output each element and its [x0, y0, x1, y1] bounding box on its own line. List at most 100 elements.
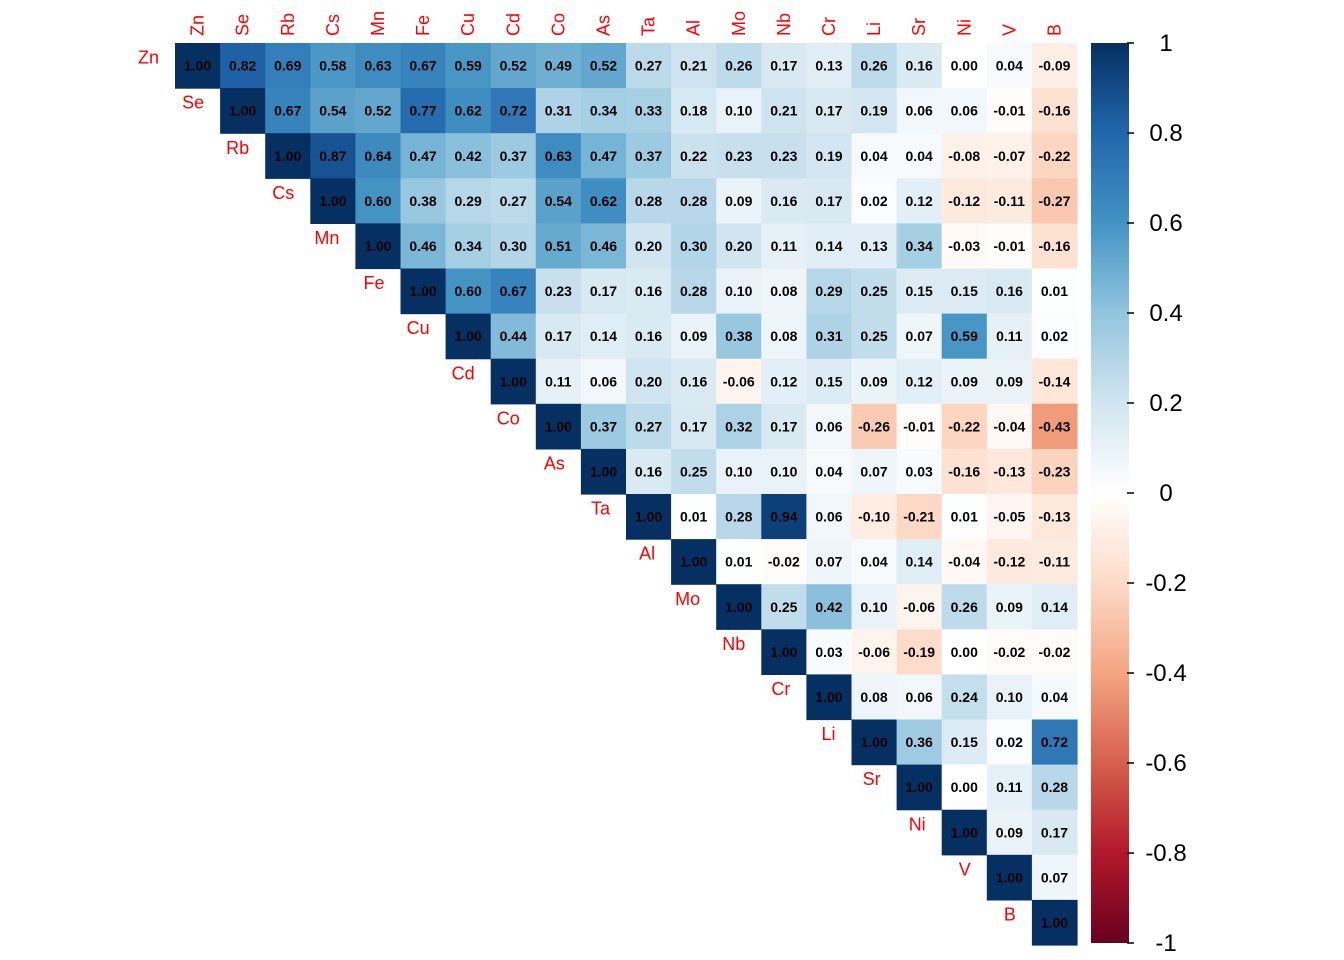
cell-value-Co-Ni: -0.22	[948, 418, 980, 434]
row-label-V: V	[959, 859, 971, 879]
column-label-B: B	[1044, 24, 1064, 36]
cell-Sr-Sr	[896, 764, 943, 811]
cell-Zn-Mo	[716, 43, 762, 89]
cell-value-Cu-Co: 0.17	[545, 328, 572, 344]
cell-Se-Cu	[445, 88, 492, 134]
cell-Cs-Cr	[806, 178, 853, 224]
column-label-Mo: Mo	[729, 11, 749, 36]
cell-Rb-As	[580, 133, 627, 179]
cell-Mo-V	[986, 584, 1033, 630]
cell-Se-Mn	[355, 88, 402, 134]
colorbar-ticks: 1 0.8 0.6 0.4 0.2 0 -0.2 -0.4 -0.6 -0.8 -1	[1127, 30, 1187, 957]
cell-Co-As	[580, 403, 627, 450]
cell-value-Ta-Nb: 0.94	[770, 509, 797, 525]
cell-value-Ta-Li: -0.10	[858, 509, 890, 525]
cell-Mn-Cr	[806, 223, 853, 270]
cell-value-Zn-Ta: 0.27	[635, 58, 662, 74]
cell-value-Se-Rb: 0.67	[274, 103, 301, 119]
column-label-Rb: Rb	[278, 13, 298, 36]
cell-Cu-Co	[535, 313, 582, 360]
cell-Cr-Cr	[806, 674, 853, 721]
cell-Cu-Cr	[806, 313, 853, 360]
cell-value-Mn-Cu: 0.34	[455, 238, 482, 254]
cell-Se-Cr	[806, 88, 853, 134]
cell-value-Zn-Co: 0.49	[545, 58, 572, 74]
cell-Nb-V	[986, 629, 1033, 675]
cell-value-Al-V: -0.12	[993, 554, 1025, 570]
cell-Cs-Sr	[896, 178, 943, 224]
cell-value-Fe-Al: 0.28	[680, 283, 707, 299]
cell-value-Cu-Nb: 0.08	[770, 328, 797, 344]
cell-Cu-Nb	[761, 313, 807, 360]
column-label-Al: Al	[684, 20, 704, 36]
cell-value-Fe-Cd: 0.67	[500, 283, 527, 299]
cell-value-Mn-Li: 0.13	[860, 238, 887, 254]
cell-value-Co-Sr: -0.01	[903, 418, 935, 434]
cell-value-Ta-Mo: 0.28	[725, 509, 752, 525]
cell-value-Cd-Ni: 0.09	[951, 373, 978, 389]
cell-value-Fe-Sr: 0.15	[906, 283, 933, 299]
cell-value-Rb-Cu: 0.42	[455, 148, 482, 164]
cell-Mn-As	[580, 223, 627, 270]
cell-Rb-V	[986, 133, 1033, 179]
row-label-Cr: Cr	[771, 679, 790, 699]
cell-value-Rb-Cr: 0.19	[815, 148, 842, 164]
cell-Cs-B	[1031, 178, 1078, 224]
cell-value-Zn-Cd: 0.52	[500, 58, 527, 74]
cell-value-Li-Ni: 0.15	[951, 734, 978, 750]
cell-As-Li	[851, 448, 898, 495]
cell-Co-Cr	[806, 403, 853, 450]
cell-value-Cr-Cr: 1.00	[815, 689, 842, 705]
cell-Rb-Co	[535, 133, 582, 179]
cell-value-Co-Ta: 0.27	[635, 418, 662, 434]
cell-value-Zn-Al: 0.21	[680, 58, 707, 74]
cell-Zn-Sr	[896, 43, 943, 89]
cell-Co-Mo	[716, 403, 762, 450]
cell-Se-Rb	[265, 88, 311, 134]
cell-Se-Ta	[626, 88, 672, 134]
cell-value-Fe-Ni: 0.15	[951, 283, 978, 299]
cell-Zn-Mn	[355, 43, 402, 89]
cell-value-Cs-Co: 0.54	[545, 193, 572, 209]
cell-Rb-Mn	[355, 133, 402, 179]
cell-value-Ta-Cr: 0.06	[815, 509, 842, 525]
cell-value-Mo-Nb: 0.25	[770, 599, 797, 615]
row-label-Al: Al	[639, 544, 655, 564]
cell-value-Ni-Ni: 1.00	[951, 824, 978, 840]
cell-value-Cr-Li: 0.08	[860, 689, 887, 705]
cell-Cu-Cd	[490, 313, 537, 360]
cell-Ta-Ta	[626, 494, 672, 540]
cell-Al-Ni	[941, 539, 988, 585]
cell-value-Zn-Se: 0.82	[229, 58, 256, 74]
cell-value-Cs-Sr: 0.12	[906, 193, 933, 209]
cell-Ta-Al	[671, 494, 717, 540]
column-label-Sr: Sr	[909, 18, 929, 36]
cell-value-Cd-Mo: -0.06	[723, 373, 755, 389]
cell-Zn-Nb	[761, 43, 807, 89]
cell-Al-Sr	[896, 539, 943, 585]
column-label-Cs: Cs	[323, 14, 343, 36]
cell-value-Rb-V: -0.07	[993, 148, 1025, 164]
cell-Mo-B	[1031, 584, 1078, 630]
cell-value-Zn-Zn: 1.00	[184, 58, 211, 74]
cell-Co-Sr	[896, 403, 943, 450]
cell-value-Fe-Fe: 1.00	[409, 283, 436, 299]
cell-Li-Li	[851, 719, 898, 766]
cell-value-Rb-Sr: 0.04	[906, 148, 933, 164]
cell-Zn-Cs	[310, 43, 356, 89]
cell-value-Cu-Cu: 1.00	[455, 328, 482, 344]
cell-Fe-Cd	[490, 268, 537, 315]
cell-Nb-B	[1031, 629, 1078, 675]
cell-value-Se-Co: 0.31	[545, 103, 572, 119]
cell-value-Cs-Nb: 0.16	[770, 193, 797, 209]
cell-Zn-Se	[220, 43, 266, 89]
cell-value-Cs-Fe: 0.38	[409, 193, 436, 209]
cell-value-Fe-Ta: 0.16	[635, 283, 662, 299]
cell-value-Se-B: -0.16	[1038, 103, 1070, 119]
cell-Ta-B	[1031, 494, 1078, 540]
cell-value-Cr-V: 0.10	[996, 689, 1023, 705]
cell-value-Rb-As: 0.47	[590, 148, 617, 164]
column-label-Co: Co	[548, 13, 568, 36]
cell-Cu-Mo	[716, 313, 762, 360]
cell-Fe-Li	[851, 268, 898, 315]
